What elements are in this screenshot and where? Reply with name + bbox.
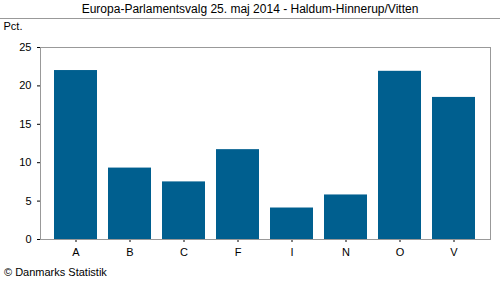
svg-text:B: B bbox=[126, 246, 133, 258]
html-text:© Danmarks Statistik: © Danmarks Statistik bbox=[4, 266, 107, 278]
svg-text:10: 10 bbox=[19, 156, 31, 168]
svg-text:15: 15 bbox=[19, 118, 31, 130]
html-text:Europa-Parlamentsvalg 25. maj: Europa-Parlamentsvalg 25. maj 2014 - Hal… bbox=[81, 2, 419, 16]
svg-text:20: 20 bbox=[19, 79, 31, 91]
svg-text:25: 25 bbox=[19, 41, 31, 53]
svg-text:F: F bbox=[235, 246, 242, 258]
svg-text:C: C bbox=[180, 246, 188, 258]
svg-text:0: 0 bbox=[25, 233, 31, 245]
svg-text:5: 5 bbox=[25, 195, 31, 207]
svg-text:I: I bbox=[290, 246, 293, 258]
svg-text:Pct.: Pct. bbox=[4, 20, 23, 32]
svg-text:O: O bbox=[396, 246, 405, 258]
svg-text:A: A bbox=[72, 246, 80, 258]
svg-text:V: V bbox=[450, 246, 458, 258]
svg-text:N: N bbox=[342, 246, 350, 258]
